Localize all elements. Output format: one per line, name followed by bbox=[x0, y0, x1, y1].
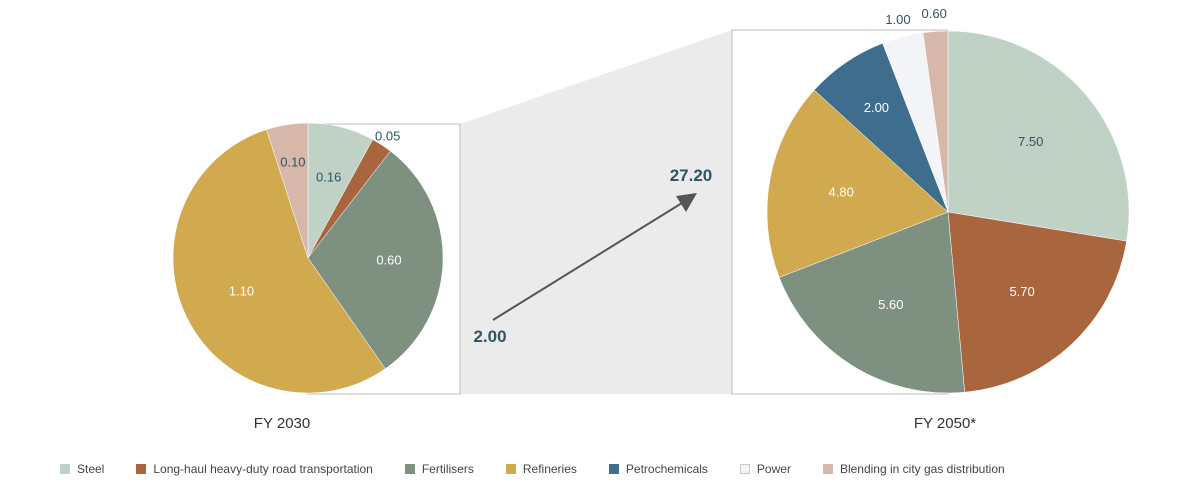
pie-2050-label-petrochemicals: 2.00 bbox=[864, 100, 889, 115]
total-2030-label: 2.00 bbox=[473, 327, 506, 346]
legend-label-petrochemicals: Petrochemicals bbox=[625, 462, 708, 476]
pie-2030-label-long-haul-heavy-duty-road-transportation: 0.05 bbox=[375, 128, 400, 143]
legend-swatch-fertilisers bbox=[404, 464, 415, 474]
legend-swatch-road-transport bbox=[136, 464, 147, 474]
pie-2030-slice-fertilisers bbox=[307, 150, 444, 370]
pie-2050: 7.50 5.70 5.60 4.80 2.00 1.00 0.60 bbox=[766, 6, 1130, 394]
pie-2050-label-steel: 7.50 bbox=[1018, 134, 1043, 149]
legend-swatch-city-gas bbox=[822, 464, 833, 474]
pie-2050-label-refineries: 4.80 bbox=[829, 185, 854, 200]
pie-2030-label-fertilisers: 0.60 bbox=[376, 252, 401, 267]
legend: Steel Long-haul heavy-duty road transpor… bbox=[60, 463, 1160, 475]
legend-item-petrochemicals: Petrochemicals bbox=[608, 462, 708, 476]
total-2050-label: 27.20 bbox=[670, 166, 713, 185]
zoom-connector bbox=[460, 30, 732, 394]
pie-2050-label-fertilisers: 5.60 bbox=[878, 297, 903, 312]
pie-2030-label-blending-in-city-gas-distribution: 0.10 bbox=[280, 155, 305, 170]
legend-item-refineries: Refineries bbox=[505, 462, 577, 476]
legend-label-road-transport: Long-haul heavy-duty road transportation bbox=[153, 462, 373, 476]
pie-2050-slice-fertilisers bbox=[778, 211, 965, 394]
pie-2050-slice-long-haul-heavy-duty-road-transportation bbox=[947, 211, 1127, 393]
pie-2050-slice-refineries bbox=[766, 89, 949, 278]
pie-2050-slice-blending-in-city-gas-distribution bbox=[922, 30, 949, 213]
pie-2030-label-steel: 0.16 bbox=[316, 169, 341, 184]
pie-2030-slice-refineries bbox=[172, 129, 386, 394]
pie-2030: 0.16 0.05 0.60 1.10 0.10 bbox=[172, 122, 444, 394]
legend-item-fertilisers: Fertilisers bbox=[404, 462, 474, 476]
legend-item-steel: Steel bbox=[60, 463, 104, 475]
legend-label-steel: Steel bbox=[77, 462, 105, 476]
pie-2050-label-power: 1.00 bbox=[885, 12, 910, 27]
growth-arrow-line bbox=[492, 202, 683, 321]
pie-2050-title: FY 2050* bbox=[914, 415, 976, 432]
legend-label-city-gas: Blending in city gas distribution bbox=[839, 462, 1005, 476]
pie-2050-slice-steel bbox=[947, 30, 1130, 242]
legend-swatch-refineries bbox=[505, 464, 516, 474]
legend-item-power: Power bbox=[739, 462, 791, 476]
legend-item-city-gas: Blending in city gas distribution bbox=[822, 462, 1005, 476]
legend-label-refineries: Refineries bbox=[522, 462, 577, 476]
pie-2030-slice-blending-in-city-gas-distribution bbox=[266, 122, 309, 259]
legend-swatch-steel bbox=[60, 464, 70, 474]
legend-swatch-power bbox=[739, 464, 750, 474]
growth-arrow-head bbox=[676, 193, 697, 212]
pie-2050-label-blending-in-city-gas-distribution: 0.60 bbox=[922, 6, 947, 21]
legend-label-power: Power bbox=[756, 462, 791, 476]
legend-swatch-petrochemicals bbox=[608, 464, 619, 474]
pie-2030-label-refineries: 1.10 bbox=[229, 284, 254, 299]
legend-label-fertilisers: Fertilisers bbox=[421, 462, 474, 476]
pie-2050-label-long-haul-heavy-duty-road-transportation: 5.70 bbox=[1009, 284, 1034, 299]
legend-item-road-transport: Long-haul heavy-duty road transportation bbox=[136, 462, 373, 476]
pie-2030-title: FY 2030 bbox=[254, 415, 310, 432]
